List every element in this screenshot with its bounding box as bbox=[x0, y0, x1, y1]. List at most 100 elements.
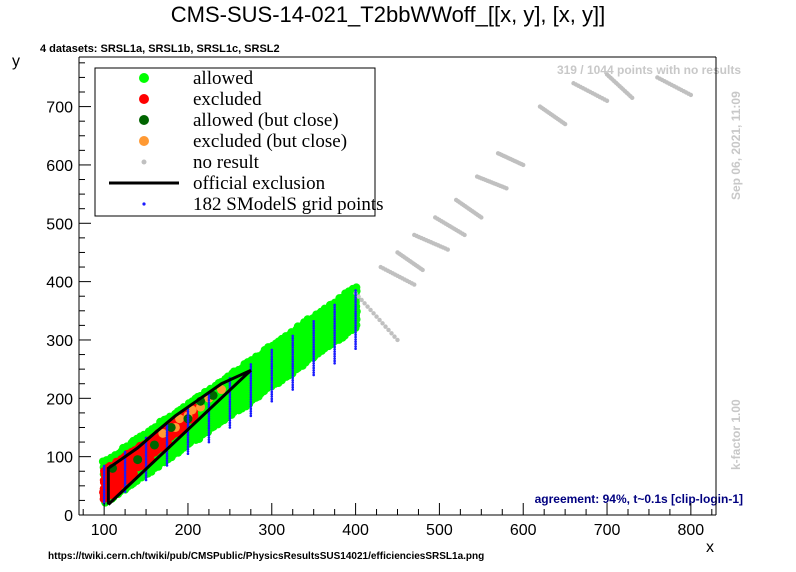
no-result-point bbox=[445, 247, 450, 252]
grid-point bbox=[165, 457, 169, 460]
grid-point bbox=[354, 298, 357, 302]
grid-point bbox=[123, 483, 127, 486]
grid-point bbox=[207, 431, 211, 435]
grid-point bbox=[102, 488, 106, 491]
grid-point bbox=[144, 460, 148, 463]
chart-title: CMS-SUS-14-021_T2bbWWoff_[[x, y], [x, y]… bbox=[171, 2, 605, 27]
grid-point bbox=[291, 364, 295, 368]
grid-point bbox=[249, 409, 253, 413]
grid-point bbox=[165, 438, 169, 442]
grid-point bbox=[249, 393, 253, 397]
y-tick-label: 100 bbox=[46, 450, 73, 467]
grid-point bbox=[312, 366, 315, 370]
grid-point bbox=[291, 355, 295, 359]
grid-point bbox=[312, 319, 315, 323]
grid-point bbox=[291, 346, 295, 349]
grid-point bbox=[270, 395, 274, 398]
grid-point bbox=[270, 364, 274, 368]
grid-point bbox=[186, 412, 190, 416]
grid-point bbox=[291, 383, 295, 387]
grid-point bbox=[186, 433, 190, 437]
grid-point bbox=[354, 331, 357, 334]
legend-swatch-dot bbox=[139, 73, 149, 83]
grid-point bbox=[291, 343, 295, 347]
no-result-point bbox=[368, 307, 373, 313]
grid-point bbox=[312, 343, 315, 346]
grid-point bbox=[123, 469, 127, 472]
grid-point bbox=[354, 312, 357, 316]
grid-point bbox=[333, 329, 336, 332]
grid-point bbox=[165, 461, 169, 465]
grid-point bbox=[249, 402, 253, 406]
grid-point bbox=[144, 478, 148, 482]
grid-point bbox=[207, 415, 211, 418]
grid-point bbox=[333, 350, 336, 353]
grid-point bbox=[291, 378, 295, 382]
grid-point bbox=[144, 446, 148, 449]
grid-point bbox=[333, 357, 336, 360]
legend-label: official exclusion bbox=[193, 173, 326, 194]
grid-point bbox=[291, 336, 295, 340]
grid-point bbox=[333, 305, 336, 309]
grid-point bbox=[207, 396, 211, 400]
grid-point bbox=[333, 355, 336, 358]
grid-point bbox=[102, 483, 106, 486]
grid-point bbox=[165, 443, 169, 446]
grid-point bbox=[312, 357, 315, 360]
no-result-point bbox=[629, 95, 635, 101]
grid-point bbox=[249, 414, 253, 418]
grid-point bbox=[312, 329, 315, 332]
grid-point bbox=[228, 395, 232, 399]
grid-point bbox=[144, 457, 148, 461]
grid-point bbox=[291, 362, 295, 366]
grid-point bbox=[291, 348, 295, 352]
y-tick-label: 0 bbox=[64, 508, 73, 525]
grid-point bbox=[228, 393, 232, 397]
grid-point bbox=[354, 328, 357, 332]
grid-point bbox=[333, 317, 336, 321]
no-result-point bbox=[504, 186, 509, 191]
grid-point bbox=[270, 357, 274, 361]
grid-point bbox=[228, 407, 232, 411]
grid-point bbox=[291, 371, 295, 375]
grid-point bbox=[333, 338, 336, 342]
y-axis-label: y bbox=[12, 53, 20, 70]
grid-point bbox=[291, 381, 295, 384]
grid-point bbox=[249, 388, 253, 392]
x-tick-label: 100 bbox=[91, 522, 118, 539]
grid-point bbox=[102, 490, 106, 493]
grid-point bbox=[144, 448, 148, 451]
grid-point bbox=[165, 433, 169, 437]
grid-point bbox=[270, 392, 274, 396]
grid-point bbox=[291, 339, 295, 342]
no-result-point bbox=[521, 162, 526, 168]
grid-point bbox=[249, 412, 253, 415]
grid-point bbox=[228, 381, 232, 385]
grid-point bbox=[270, 369, 274, 373]
grid-point bbox=[270, 348, 274, 352]
grid-point bbox=[312, 322, 315, 325]
grid-point bbox=[249, 372, 253, 376]
no-result-point bbox=[389, 331, 394, 336]
legend-swatch-dot bbox=[139, 94, 149, 104]
grid-point bbox=[228, 398, 232, 401]
grid-point bbox=[102, 469, 106, 472]
grid-point bbox=[333, 312, 336, 316]
grid-point bbox=[165, 464, 169, 467]
grid-point bbox=[291, 388, 295, 391]
grid-point bbox=[186, 447, 190, 451]
grid-point bbox=[312, 348, 315, 351]
no-result-point bbox=[412, 282, 417, 287]
grid-point bbox=[312, 326, 315, 330]
no-result-point bbox=[604, 98, 610, 103]
grid-point bbox=[354, 342, 357, 346]
grid-point bbox=[228, 419, 232, 422]
grid-point bbox=[249, 374, 253, 378]
grid-point bbox=[228, 421, 232, 425]
grid-point bbox=[333, 341, 336, 344]
grid-point bbox=[144, 450, 148, 454]
grid-point bbox=[207, 433, 211, 437]
grid-point bbox=[312, 373, 315, 377]
axes: 100 200 300 400 500 600 700 800 0 100 200 300 400 500… bbox=[46, 56, 717, 539]
grid-point bbox=[186, 415, 190, 418]
